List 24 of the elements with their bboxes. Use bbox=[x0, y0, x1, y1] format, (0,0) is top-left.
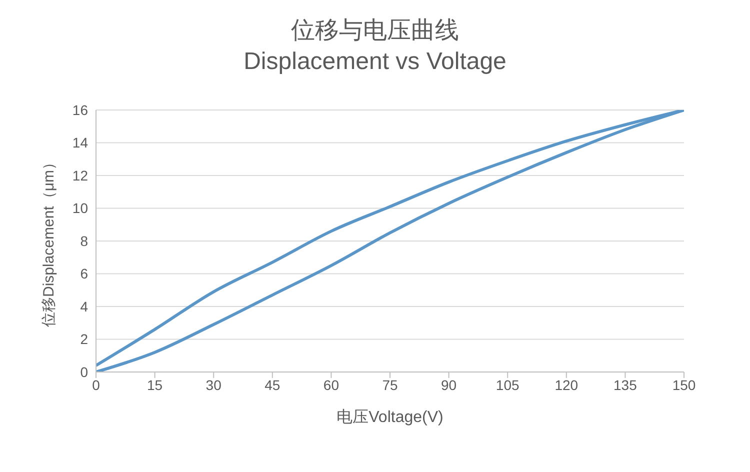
x-tick-label: 120 bbox=[554, 376, 578, 393]
y-tick-label: 6 bbox=[80, 266, 88, 282]
x-tick-label: 105 bbox=[496, 376, 520, 393]
y-tick-label: 4 bbox=[80, 298, 88, 314]
x-tick-label: 60 bbox=[323, 376, 340, 393]
x-tick-label: 150 bbox=[672, 376, 696, 393]
x-tick-label: 135 bbox=[614, 376, 638, 393]
x-tick-label: 90 bbox=[441, 376, 457, 393]
x-axis-title: 电压Voltage(V) bbox=[336, 408, 444, 426]
y-tick-label: 10 bbox=[72, 200, 88, 216]
x-tick-label: 15 bbox=[147, 376, 163, 393]
chart-subtitle: Displacement vs Voltage bbox=[242, 48, 508, 76]
y-tick-label: 16 bbox=[72, 102, 88, 118]
y-tick-label: 2 bbox=[80, 331, 88, 348]
y-tick-label: 12 bbox=[72, 167, 88, 184]
x-tick-label: 0 bbox=[92, 376, 100, 393]
x-tick-label: 75 bbox=[382, 376, 398, 393]
x-tick-label: 30 bbox=[206, 376, 222, 393]
y-axis-title: 位移Displacement（μm） bbox=[40, 154, 58, 328]
x-tick-label: 45 bbox=[264, 376, 280, 393]
y-tick-label: 0 bbox=[80, 364, 88, 380]
y-tick-label: 8 bbox=[80, 232, 88, 249]
chart-title: 位移与电压曲线 bbox=[290, 16, 460, 46]
y-tick-label: 14 bbox=[72, 134, 88, 151]
